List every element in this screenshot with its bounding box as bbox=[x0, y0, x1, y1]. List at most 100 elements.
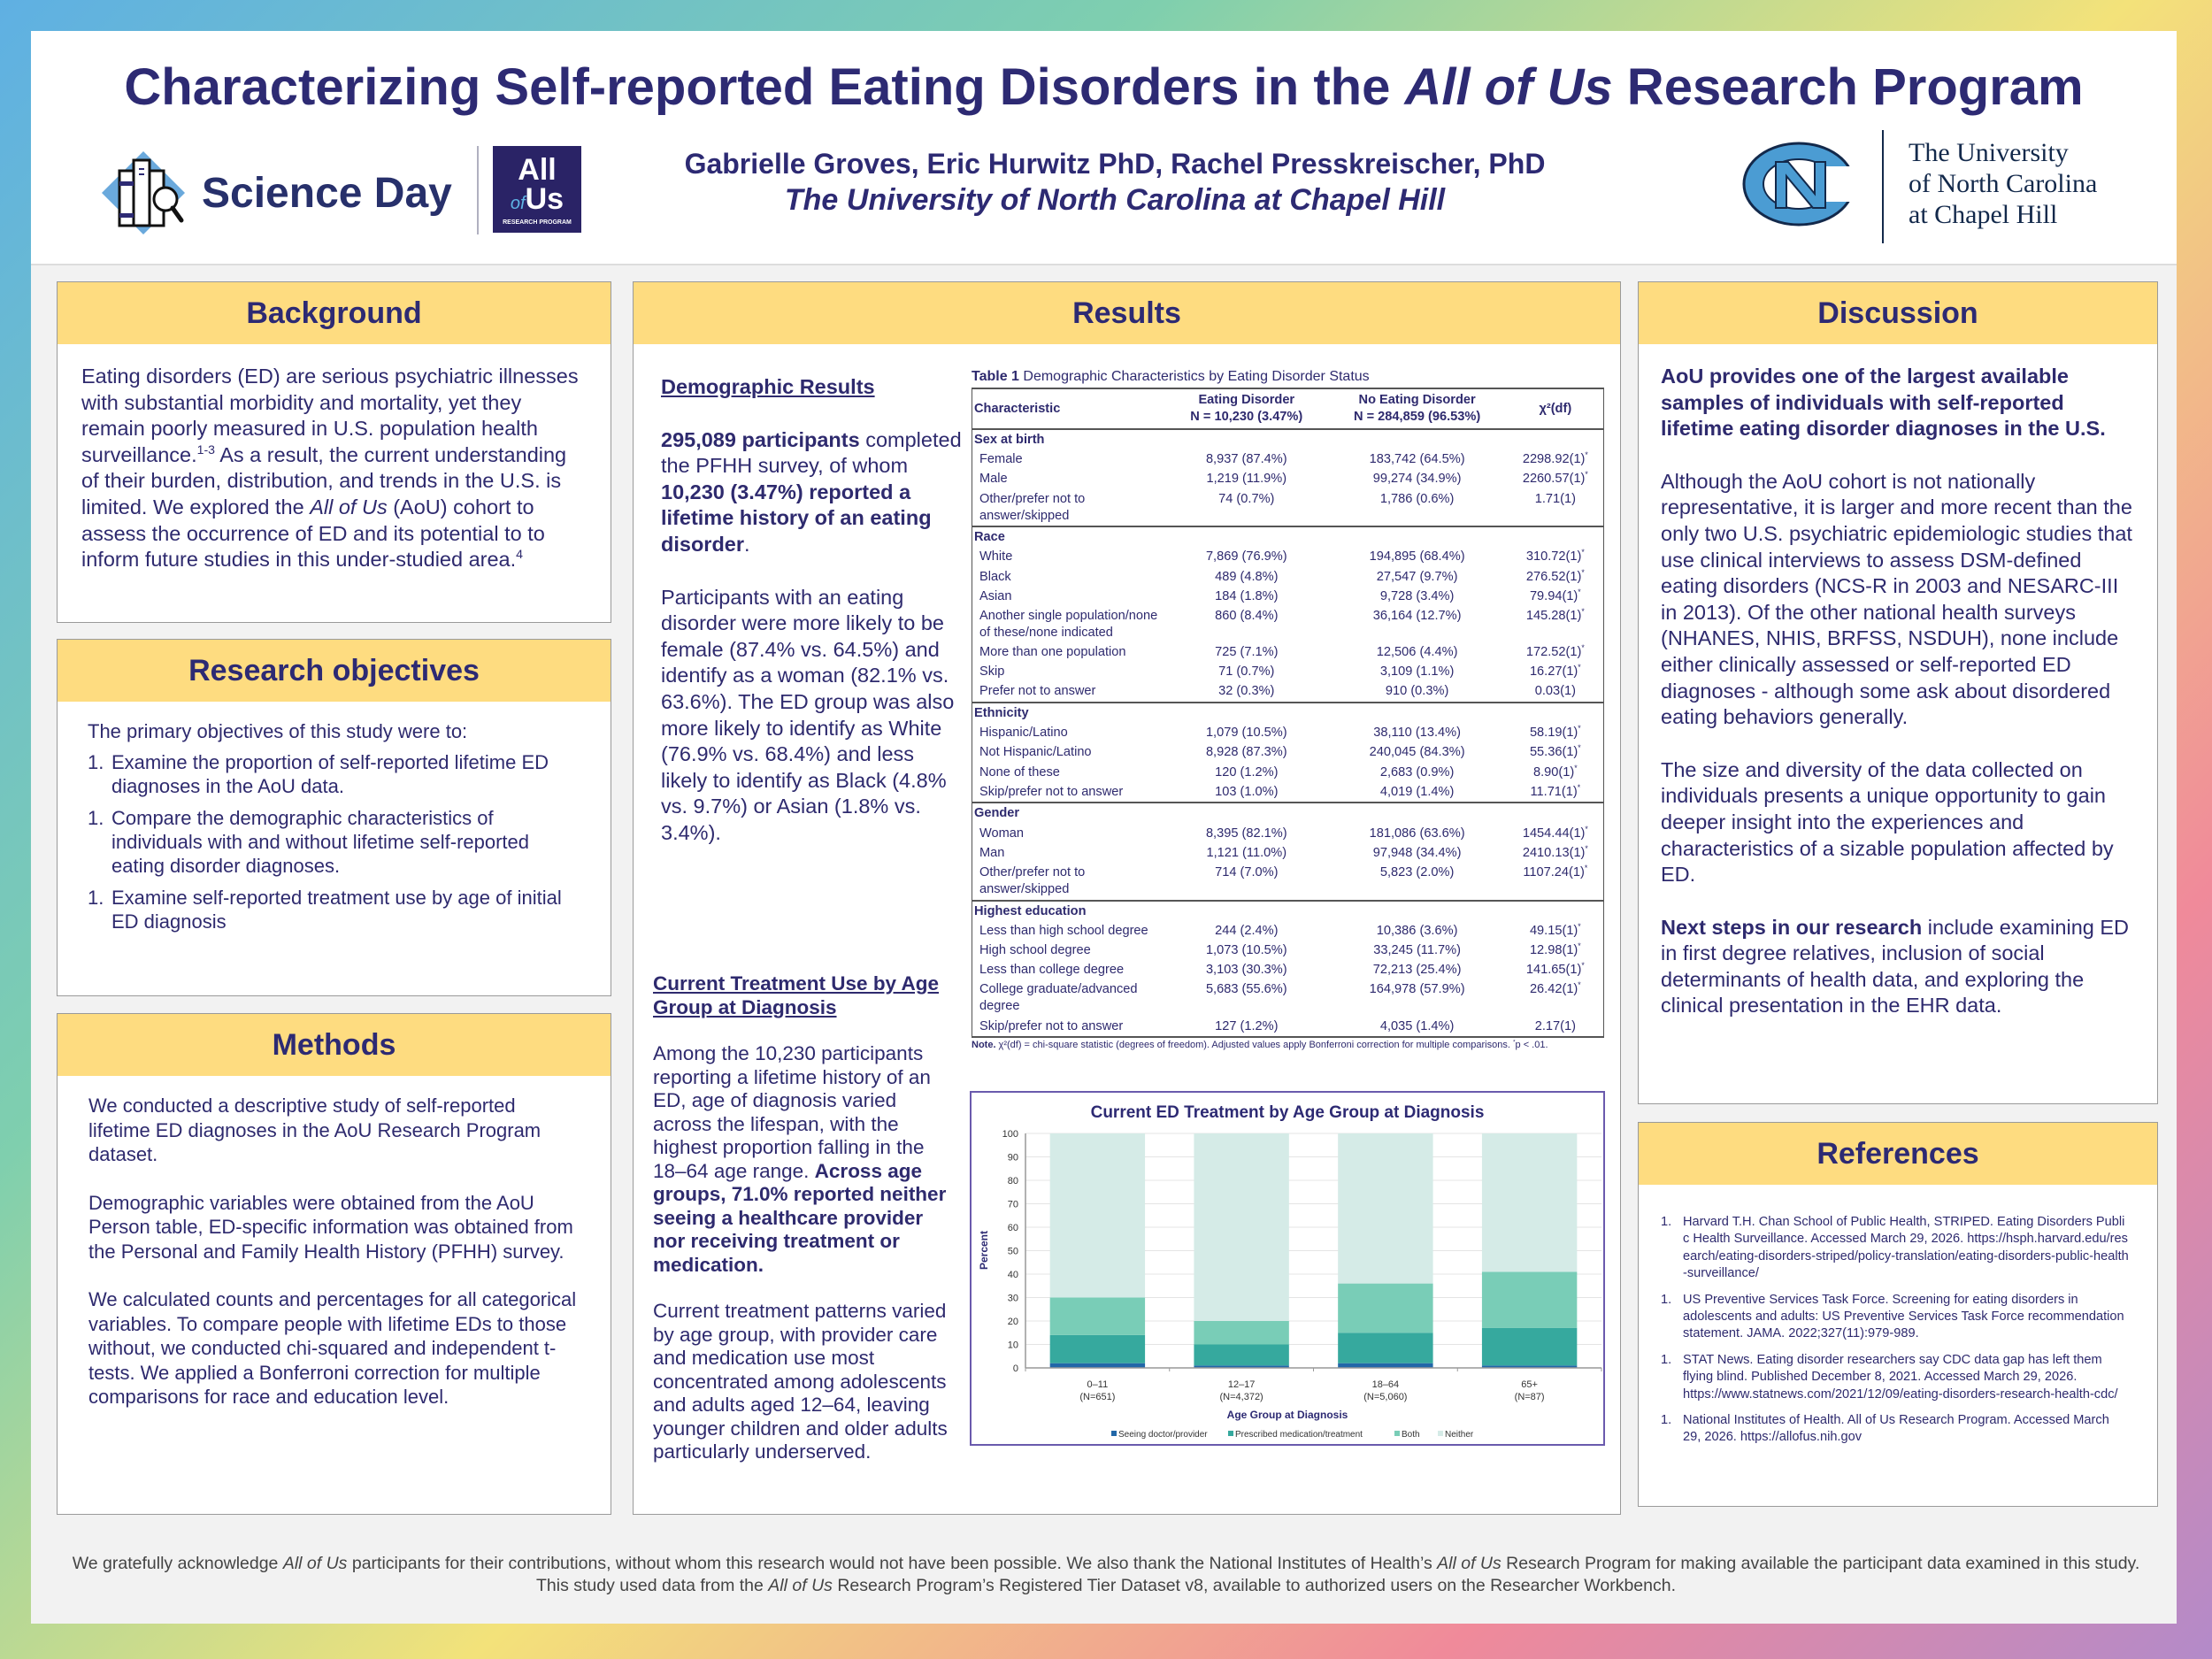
table-cell: 714 (7.0%) bbox=[1215, 864, 1279, 879]
table-row: Woman 8,395 (82.1%) 181,086 (63.6%) 1454.44… bbox=[972, 824, 1604, 843]
table-row: Hispanic/Latino 1,079 (10.5%) 38,110 (13.4… bbox=[972, 724, 1604, 743]
table-cell: Other/prefer not to answer/skipped bbox=[979, 864, 1086, 896]
table-cell: 172.52(1)* bbox=[1525, 643, 1585, 660]
table-row: Man 1,121 (11.0%) 97,948 (34.4%) 2410.13(1)… bbox=[972, 843, 1604, 863]
x-axis-title: Age Group at Diagnosis bbox=[1227, 1409, 1348, 1421]
text-run: Eating disorders (ED) are serious psychi… bbox=[81, 365, 579, 466]
table-cell: 55.36(1)* bbox=[1529, 743, 1581, 760]
table-cell: 71 (0.7%) bbox=[1218, 664, 1275, 680]
table-cell: Skip/prefer not to answer bbox=[972, 1016, 1166, 1039]
discussion-paragraph: The size and diversity of the data colle… bbox=[1661, 757, 2114, 887]
reference-item: 1. US Preventive Services Task Force. Scr… bbox=[1661, 1292, 2124, 1341]
table-cell: 8,937 (87.4%) bbox=[1205, 452, 1287, 467]
table-cell: 7,869 (76.9%) bbox=[1205, 549, 1287, 565]
table-cell: 164,978 (57.9%) bbox=[1369, 982, 1465, 997]
unc-wordmark: The University of North Carolina at Chap… bbox=[1909, 137, 2097, 230]
table-cell: 860 (8.4%) bbox=[1215, 608, 1279, 623]
table-cell: 145.28(1)* bbox=[1525, 607, 1585, 623]
background-heading: Background bbox=[58, 282, 611, 344]
table-cell: 2298.92(1)* bbox=[1522, 450, 1588, 467]
table-cell: 141.65(1)* bbox=[1525, 961, 1585, 978]
table-cell: 1,079 (10.5%) bbox=[1205, 726, 1287, 741]
table-cell: 2410.13(1)* bbox=[1522, 843, 1588, 860]
table-section-header: Sex at birth bbox=[974, 433, 1045, 447]
table-cell: 3,109 (1.1%) bbox=[1379, 664, 1455, 680]
bar-segment-both bbox=[1049, 1297, 1146, 1335]
text-run: 10,230 (3.47%) reported a lifetime histo… bbox=[661, 480, 932, 556]
table-cell: 32 (0.3%) bbox=[1218, 684, 1275, 699]
table-cell: 244 (2.4%) bbox=[1215, 923, 1279, 938]
logo-divider bbox=[477, 146, 479, 234]
legend-swatch bbox=[1394, 1431, 1400, 1436]
unc-wordmark-line: The University bbox=[1909, 138, 2069, 167]
bar-segment-seeing-doctor-provider bbox=[1338, 1363, 1433, 1368]
table-cell: 3,103 (30.3%) bbox=[1205, 963, 1287, 978]
table-cell: 49.15(1)* bbox=[1529, 921, 1581, 938]
table-cell: High school degree bbox=[979, 942, 1091, 957]
table-cell: Prefer not to answer bbox=[979, 684, 1096, 699]
text-run: completed the PFHH survey, of whom bbox=[661, 427, 962, 478]
table-cell: 489 (4.8%) bbox=[1215, 569, 1279, 584]
table-cell: 2260.57(1)* bbox=[1522, 470, 1588, 487]
text-run: All of Us bbox=[1404, 58, 1613, 116]
table-cell: Skip/prefer not to answer bbox=[979, 784, 1124, 799]
legend-swatch bbox=[1111, 1431, 1117, 1436]
table-row: Black 489 (4.8%) 27,547 (9.7%) 276.52(1)* bbox=[972, 567, 1604, 587]
table-cell: 12,506 (4.4%) bbox=[1376, 645, 1458, 660]
table-cell: Black bbox=[979, 569, 1011, 584]
y-tick-label: 70 bbox=[1008, 1200, 1018, 1210]
table-cell: 58.19(1)* bbox=[1529, 724, 1581, 741]
bar-segment-prescribed-medication-treatment bbox=[1338, 1333, 1433, 1363]
table-cell: 8.90(1)* bbox=[1533, 763, 1578, 780]
table-row: Male 1,219 (11.9%) 99,274 (34.9%) 2260.57(1… bbox=[972, 470, 1604, 489]
table-cell: 8,395 (82.1%) bbox=[1205, 826, 1287, 841]
text-run: All of Us bbox=[282, 1554, 348, 1573]
bar-segment-neither bbox=[1338, 1133, 1433, 1284]
table-section-header: Highest education bbox=[972, 899, 1604, 922]
treatment-paragraph: Among the 10,230 participants reporting … bbox=[653, 1042, 949, 1277]
table-cell: 103 (1.0%) bbox=[1215, 784, 1279, 799]
table-cell: 99,274 (34.9%) bbox=[1372, 472, 1462, 487]
text-run: All of Us bbox=[310, 495, 388, 518]
discussion-heading: Discussion bbox=[1639, 282, 2157, 344]
table-cell: 1,121 (11.0%) bbox=[1206, 845, 1287, 860]
table-cell: 9,728 (3.4%) bbox=[1379, 588, 1455, 603]
y-tick-label: 0 bbox=[1013, 1363, 1018, 1374]
text-run: All of Us bbox=[768, 1576, 833, 1595]
table-row: Skip/prefer not to answer 103 (1.0%) 4,019… bbox=[972, 782, 1604, 803]
results-panel: Results Demographic Results 295,089 part… bbox=[633, 281, 1621, 1515]
logo-text: All bbox=[518, 153, 557, 187]
y-tick-label: 50 bbox=[1008, 1247, 1018, 1257]
table-cell: 310.72(1)* bbox=[1525, 548, 1585, 565]
table-cell: Woman bbox=[979, 826, 1025, 841]
discussion-lead: AoU provides one of the largest availabl… bbox=[1661, 365, 2106, 441]
table-column-header: No Eating Disorder N = 284,859 (96.53%) bbox=[1326, 388, 1508, 430]
results-heading: Results bbox=[634, 282, 1620, 344]
table-note: Note. χ²(df) = chi-square statistic (deg… bbox=[972, 1039, 1548, 1051]
objectives-intro: The primary objectives of this study wer… bbox=[88, 720, 468, 742]
table-column-header: Eating Disorder N = 10,230 (3.47%) bbox=[1166, 388, 1327, 430]
table-column-header: Characteristic bbox=[972, 388, 1166, 430]
table-cell: Man bbox=[979, 845, 1005, 860]
table-cell: 38,110 (13.4%) bbox=[1373, 726, 1461, 741]
objectives-heading: Research objectives bbox=[58, 640, 611, 702]
bar-segment-neither bbox=[1481, 1133, 1578, 1272]
bar-segment-neither bbox=[1049, 1133, 1146, 1298]
bar-segment-prescribed-medication-treatment bbox=[1049, 1334, 1146, 1363]
table-cell: 4,035 (1.4%) bbox=[1326, 1016, 1508, 1039]
affiliation: The University of North Carolina at Chap… bbox=[784, 183, 1446, 217]
table-column-header: χ²(df) bbox=[1507, 388, 1604, 430]
table-row: Skip/prefer not to answer 127 (1.2%) 4,035… bbox=[972, 1016, 1604, 1039]
objective-item: 1. Examine the proportion of self-reporte… bbox=[88, 751, 549, 797]
table-row: Other/prefer not to answer/skipped 714 (7… bbox=[972, 863, 1604, 900]
treatment-chart-svg: Current ED Treatment by Age Group at Dia… bbox=[978, 1103, 1602, 1440]
legend-label: Neither bbox=[1445, 1430, 1474, 1440]
table-cell: 5,823 (2.0%) bbox=[1379, 864, 1455, 879]
y-tick-label: 30 bbox=[1008, 1294, 1018, 1304]
objective-item: 1. Examine self-reported treatment use by… bbox=[88, 887, 562, 933]
y-tick-label: 60 bbox=[1008, 1223, 1018, 1233]
references-heading: References bbox=[1639, 1123, 2157, 1185]
table-cell: None of these bbox=[979, 764, 1060, 780]
text-run: 4 bbox=[516, 547, 523, 562]
table-cell: 1,786 (0.6%) bbox=[1379, 491, 1455, 506]
